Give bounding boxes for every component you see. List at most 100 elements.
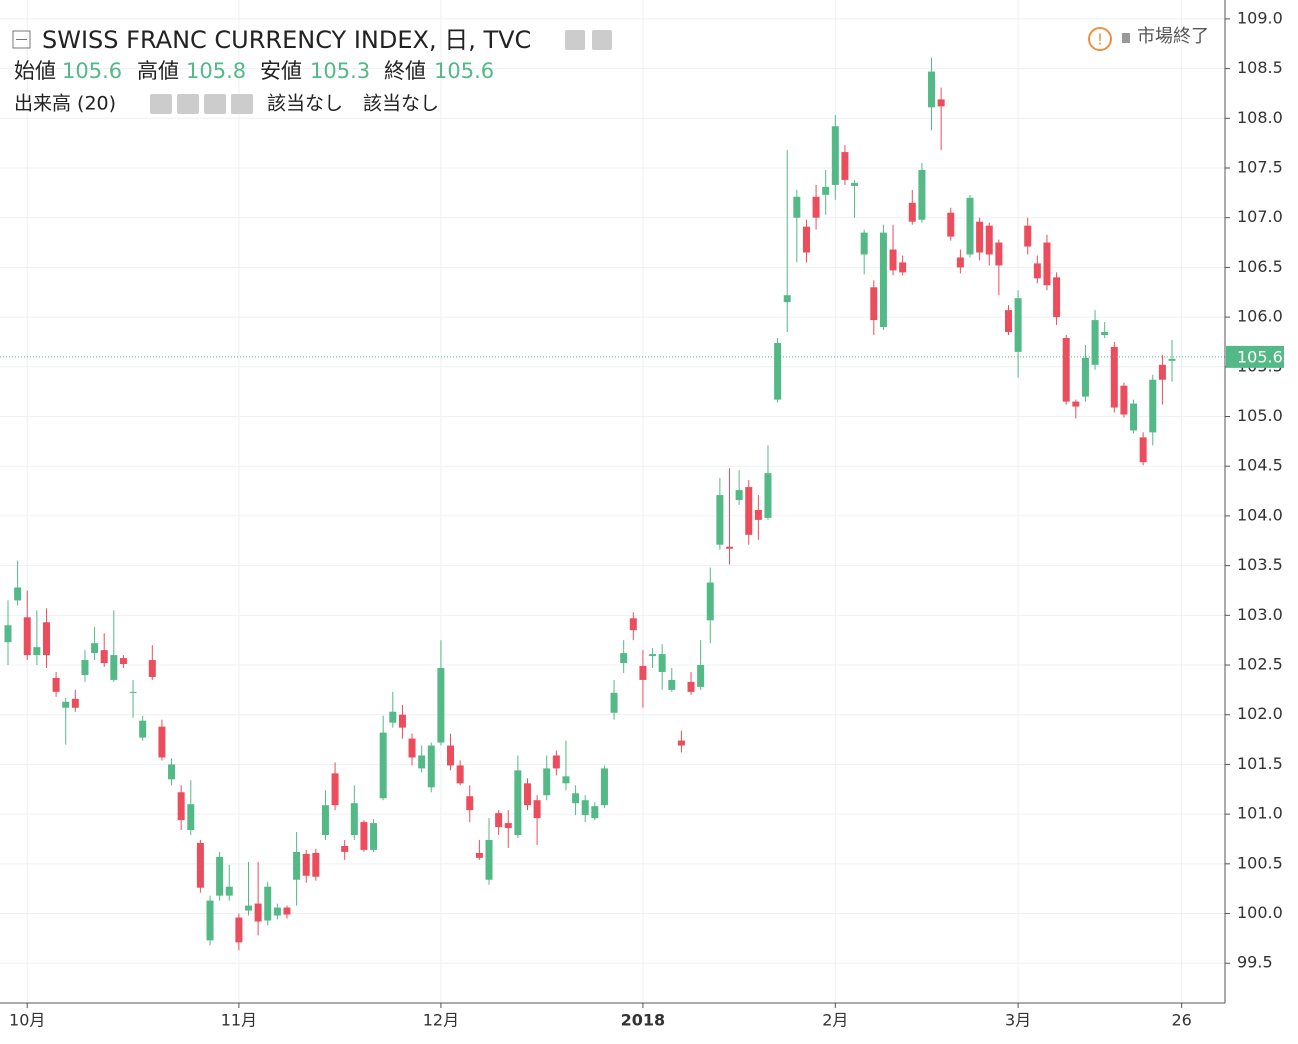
x-tick-label: 12月 [423, 1011, 459, 1030]
candle-body [389, 711, 397, 723]
y-tick-label: 104.0 [1237, 505, 1283, 524]
candle-body [1149, 379, 1157, 433]
candle-body [572, 793, 580, 804]
candle-body [148, 660, 156, 677]
x-tick-label: 2月 [822, 1011, 848, 1030]
candle-body [822, 186, 830, 195]
x-tick-label: 3月 [1005, 1011, 1031, 1030]
candle-body [1101, 332, 1109, 335]
ohlc-value: 105.6 [62, 59, 122, 83]
candle-body [600, 768, 608, 806]
settings-icon[interactable] [592, 30, 612, 50]
y-tick-label: 106.0 [1237, 307, 1283, 326]
candle-body [629, 618, 637, 631]
candle-body [71, 698, 79, 708]
y-tick-label: 100.5 [1237, 853, 1283, 872]
eye-icon[interactable] [150, 94, 172, 114]
status-square [1122, 33, 1130, 43]
candle-body [1139, 437, 1147, 463]
candle-body [677, 740, 685, 746]
candle-body [754, 509, 762, 520]
candle-body [802, 226, 810, 253]
candle-body [860, 232, 868, 255]
candle-body [370, 823, 378, 850]
indicator-value: 該当なし [363, 93, 439, 115]
candle-body [697, 665, 705, 687]
candle-body [1091, 320, 1099, 365]
candle-body [793, 196, 801, 218]
y-tick-label: 105.0 [1237, 406, 1283, 425]
candle-body [668, 679, 676, 690]
candle-body [937, 99, 945, 107]
candle-body [581, 800, 589, 816]
candle-body [620, 653, 628, 664]
ohlc-value: 105.6 [434, 59, 494, 83]
candle-body [119, 658, 127, 665]
settings-icon[interactable] [177, 94, 199, 114]
candle-body [456, 765, 464, 784]
y-tick-label: 101.5 [1237, 754, 1283, 773]
candle-body [293, 851, 301, 880]
candle-body [447, 745, 455, 766]
y-tick-label: 101.0 [1237, 804, 1283, 823]
candle-body [591, 806, 599, 819]
candle-body [562, 776, 570, 784]
eye-icon[interactable] [565, 30, 585, 50]
candle-body [870, 287, 878, 321]
candle-body [745, 487, 753, 535]
candle-body [533, 800, 541, 819]
candle-body [774, 342, 782, 400]
candle-body [726, 546, 733, 549]
candle-body [639, 666, 647, 680]
y-tick-label: 100.0 [1237, 903, 1283, 922]
candle-body [610, 692, 618, 713]
candle-body [379, 732, 387, 799]
y-tick-label: 102.5 [1237, 655, 1283, 674]
candle-body [4, 625, 12, 643]
candle-body [687, 681, 695, 692]
y-tick-label: 107.0 [1237, 207, 1283, 226]
candle-body [1062, 337, 1070, 402]
add-icon[interactable] [204, 94, 226, 114]
axes: 99.5 100.0 100.5 101.0 101.5 102.0 102.5 103.0 1… [0, 0, 1284, 1030]
candle-body [735, 490, 743, 501]
candle-body [216, 856, 224, 896]
candle-body [14, 587, 22, 601]
candles [0, 57, 1225, 951]
candle-body [187, 804, 195, 831]
y-tick-label: 107.5 [1237, 157, 1283, 176]
y-tick-label: 102.0 [1237, 704, 1283, 723]
candle-body [1158, 364, 1166, 380]
candle-body [33, 647, 41, 656]
candle-body [350, 803, 358, 836]
candle-body [831, 126, 839, 185]
remove-icon[interactable] [231, 94, 253, 114]
candle-body [312, 852, 320, 877]
legend-header: SWISS FRANC CURRENCY INDEX, 日, TVC 出来高 (… [12, 26, 1209, 115]
y-tick-label: 109.0 [1237, 8, 1283, 27]
x-tick-label: 10月 [9, 1011, 45, 1030]
candle-body [716, 495, 724, 545]
candle-body [341, 845, 349, 852]
candle-body [110, 655, 118, 680]
candle-body [158, 726, 166, 758]
candle-body [764, 473, 772, 518]
candle-body [91, 643, 99, 654]
candle-body [466, 796, 474, 811]
collapse-icon[interactable] [12, 30, 31, 49]
candle-body [706, 582, 714, 621]
candle-body [812, 196, 820, 218]
y-tick-label: 103.5 [1237, 555, 1283, 574]
candle-body [360, 822, 368, 850]
ohlc-label: 始値 [14, 59, 56, 83]
candle-body [302, 853, 310, 876]
indicator-name: 出来高 (20) [14, 93, 116, 115]
candle-body [841, 152, 849, 180]
candle-body [62, 701, 70, 708]
last-price-label: 105.6 [1237, 347, 1283, 366]
candle-body [398, 714, 406, 728]
candle-body [879, 232, 887, 328]
candle-body [331, 773, 339, 806]
